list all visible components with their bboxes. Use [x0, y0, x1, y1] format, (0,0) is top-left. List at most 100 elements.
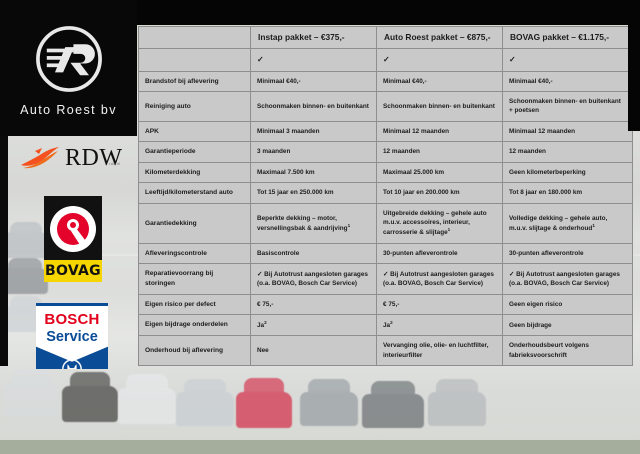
bovag-logo: BOVAG	[44, 196, 102, 282]
table-cell: 12 maanden	[502, 141, 633, 163]
table-row: Kilometerdekking Maximaal 7.500 km Maximaa…	[138, 161, 633, 184]
column-header-autoroest: Auto Roest pakket – €875,-	[376, 26, 503, 49]
brand-logo-panel: Auto Roest bv	[0, 0, 137, 136]
table-cell: Uitgebreide dekking – gehele auto m.u.v.…	[376, 202, 503, 244]
column-header-bovag: BOVAG pakket – €1.175,-	[502, 26, 633, 49]
table-cell: Schoonmaken binnen- en buitenkant + poet…	[502, 91, 633, 122]
table-cell: € 75,-	[376, 293, 503, 316]
table-cell: Nee	[250, 335, 377, 367]
table-row: Garantieperiode 3 maanden 12 maanden 12 maa…	[138, 141, 633, 163]
table-cell: Tot 8 jaar en 180.000 km	[502, 182, 633, 204]
parked-car	[362, 381, 424, 428]
table-cell: Geen eigen risico	[502, 293, 633, 316]
row-label: Onderhoud bij aflevering	[138, 335, 251, 367]
table-cell: Maximaal 7.500 km	[250, 161, 377, 184]
table-row: APK Minimaal 3 maanden Minimaal 12 maanden…	[138, 120, 633, 143]
table-cell: ✓ Bij Autotrust aangesloten garages (o.a…	[250, 263, 377, 295]
top-black-band	[137, 0, 640, 25]
row-label: Garantiedekking	[138, 202, 251, 244]
row-label: Eigen bijdrage onderdelen	[138, 314, 251, 337]
table-cell: ✓ Bij Autotrust aangesloten garages (o.a…	[502, 263, 633, 295]
bosch-armature-icon	[62, 359, 82, 369]
table-cell: 3 maanden	[250, 141, 377, 163]
table-cell: Tot 15 jaar en 250.000 km	[250, 182, 377, 204]
table-cell: Onderhoudsbeurt volgens fabrieksvoorschr…	[502, 335, 633, 367]
table-cell: Minimaal 12 maanden	[502, 120, 633, 143]
bosch-chevron	[36, 345, 108, 369]
cell-check: ✓	[376, 48, 503, 72]
table-cell: Geen kilometerbeperking	[502, 161, 633, 184]
table-body: ✓ ✓ ✓ Brandstof bij aflevering Minimaal €40,…	[138, 48, 633, 367]
bosch-wordmark: BOSCH	[44, 311, 100, 328]
table-row: ✓ ✓ ✓	[138, 48, 633, 72]
parked-car	[176, 379, 234, 426]
bosch-service-label: Service	[46, 329, 98, 345]
table-row: Garantiedekking Beperkte dekking – motor,…	[138, 202, 633, 244]
parked-car	[2, 258, 48, 294]
table-cell: Minimaal €40,-	[250, 70, 377, 93]
table-cell: Beperkte dekking – motor, versnellingsba…	[250, 202, 377, 244]
table-row: Eigen bijdrage onderdelen Ja2 Ja2 Geen bijd…	[138, 314, 633, 337]
table-cell: Minimaal 12 maanden	[376, 120, 503, 143]
table-cell: Minimaal €40,-	[502, 70, 633, 93]
brand-name: Auto Roest bv	[20, 102, 117, 117]
table-cell: Maximaal 25.000 km	[376, 161, 503, 184]
row-label: Afleveringscontrole	[138, 242, 251, 265]
table-cell: Geen bijdrage	[502, 314, 633, 337]
cell-check: ✓	[250, 48, 377, 72]
row-label: Eigen risico per defect	[138, 293, 251, 316]
row-label: Reiniging auto	[138, 91, 251, 122]
table-cell: Schoonmaken binnen- en buitenkant	[376, 91, 503, 122]
row-label: Leeftijd/kilometerstand auto	[138, 182, 251, 204]
table-row: Onderhoud bij aflevering Nee Vervanging ol…	[138, 335, 633, 367]
table-row: Eigen risico per defect € 75,- € 75,- Geen …	[138, 293, 633, 316]
rdw-logo: RDW rdw.nl	[20, 141, 138, 175]
row-label: Kilometerdekking	[138, 161, 251, 184]
table-cell: Schoonmaken binnen- en buitenkant	[250, 91, 377, 122]
table-cell: Ja2	[250, 314, 377, 337]
parked-car	[300, 379, 358, 426]
rdw-wordmark: RDW	[65, 145, 123, 171]
row-label: Brandstof bij aflevering	[138, 70, 251, 93]
auto-roest-r-emblem-icon	[35, 25, 102, 92]
table-cell: Vervanging olie, olie- en luchtfilter, i…	[376, 335, 503, 367]
table-cell: € 75,-	[250, 293, 377, 316]
table-cell: 30-punten afleverontrole	[502, 242, 633, 265]
table-row: Afleveringscontrole Basiscontrole 30-punte…	[138, 242, 633, 265]
parked-car	[4, 222, 48, 258]
table-header-row: Instap pakket – €375,- Auto Roest pakket…	[138, 26, 633, 49]
parked-car	[236, 378, 292, 428]
cell-check: ✓	[502, 48, 633, 72]
rdw-sublabel: rdw.nl	[109, 162, 121, 166]
bosch-service-logo: BOSCH Service	[36, 303, 108, 369]
table-cell: Basiscontrole	[250, 242, 377, 265]
table-cell: 30-punten afleverontrole	[376, 242, 503, 265]
table-cell: Minimaal 3 maanden	[250, 120, 377, 143]
parked-car	[4, 369, 58, 416]
table-row: Reparatievoorrang bij storingen ✓ Bij Aut…	[138, 263, 633, 295]
table-cell: Tot 10 jaar en 200.000 km	[376, 182, 503, 204]
left-black-band	[0, 136, 8, 366]
table-cell: Volledige dekking – gehele auto, m.u.v. …	[502, 202, 633, 244]
table-cell: Minimaal €40,-	[376, 70, 503, 93]
table-row: Leeftijd/kilometerstand auto Tot 15 jaar …	[138, 182, 633, 204]
comparison-table: Instap pakket – €375,- Auto Roest pakket…	[138, 26, 633, 367]
parked-car	[118, 374, 176, 424]
parked-car	[62, 372, 118, 422]
bovag-emblem-icon	[48, 200, 98, 258]
row-label: Garantieperiode	[138, 141, 251, 163]
row-label	[138, 48, 251, 72]
column-header-feature	[138, 26, 251, 49]
package-comparison-table: Instap pakket – €375,- Auto Roest pakket…	[138, 26, 633, 367]
table-row: Reiniging auto Schoonmaken binnen- en bui…	[138, 91, 633, 122]
grass-verge	[0, 440, 640, 454]
right-black-band	[628, 0, 640, 131]
column-header-instap: Instap pakket – €375,-	[250, 26, 377, 49]
table-cell: ✓ Bij Autotrust aangesloten garages (o.a…	[376, 263, 503, 295]
table-row: Brandstof bij aflevering Minimaal €40,- Mi…	[138, 70, 633, 93]
parked-car	[428, 379, 486, 426]
table-cell: Ja2	[376, 314, 503, 337]
bovag-wordmark: BOVAG	[44, 260, 102, 282]
row-label: Reparatievoorrang bij storingen	[138, 263, 251, 295]
table-cell: 12 maanden	[376, 141, 503, 163]
